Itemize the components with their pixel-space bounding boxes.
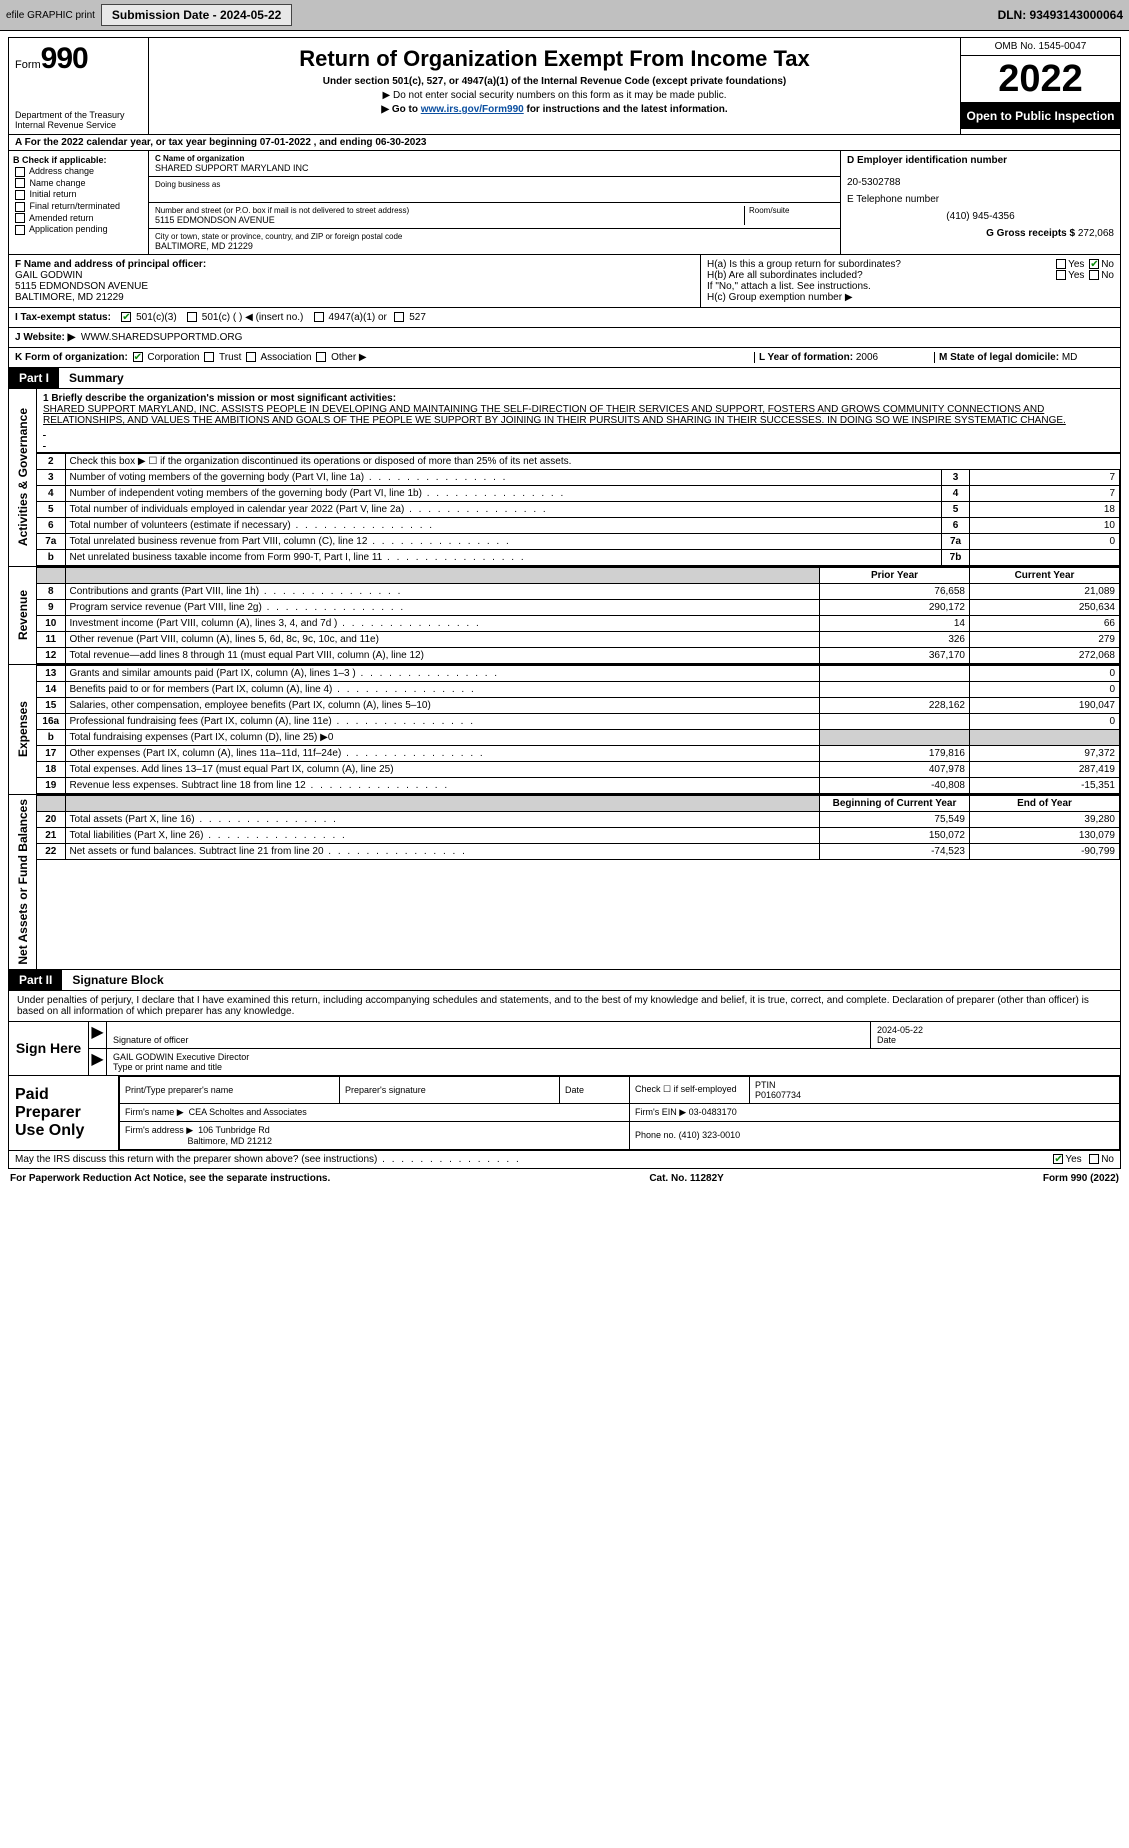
form-ref: Form 990 (2022) [1043,1173,1119,1184]
line7a-value: 0 [970,534,1120,550]
discuss-yes-checkbox[interactable] [1053,1154,1063,1164]
state-domicile: MD [1062,352,1078,363]
form-title: Return of Organization Exempt From Incom… [155,46,954,72]
501c3-checkbox[interactable] [121,312,131,322]
ha-no-checkbox[interactable] [1089,259,1099,269]
net-assets-section: Net Assets or Fund Balances Beginning of… [8,795,1121,970]
dba-label: Doing business as [155,180,834,189]
submission-date-button[interactable]: Submission Date - 2024-05-22 [101,4,292,26]
ein-value: 20-5302788 [847,177,900,188]
part-i-header: Part I Summary [8,368,1121,389]
officer-name-title: GAIL GODWIN Executive Director [113,1052,1114,1062]
line3-value: 7 [970,470,1120,486]
open-inspection: Open to Public Inspection [961,103,1120,129]
initial-return-checkbox[interactable] [15,190,25,200]
sign-here-block: Sign Here ▶ Signature of officer 2024-05… [8,1022,1121,1076]
dln-label: DLN: 93493143000064 [998,8,1123,22]
omb-number: OMB No. 1545-0047 [961,38,1120,56]
city-state-zip: BALTIMORE, MD 21229 [155,241,834,251]
paid-preparer-label: Paid Preparer Use Only [9,1076,119,1150]
arrow-icon: ▶ [89,1022,107,1048]
activities-governance-section: Activities & Governance 1 Briefly descri… [8,389,1121,567]
tax-year: 2022 [961,56,1120,103]
form-subtitle: Under section 501(c), 527, or 4947(a)(1)… [155,76,954,87]
website-row: J Website: ▶ WWW.SHAREDSUPPORTMD.ORG [8,328,1121,348]
revenue-section: Revenue Prior YearCurrent Year 8Contribu… [8,567,1121,665]
arrow-icon: ▶ [89,1049,107,1075]
officer-h-block: F Name and address of principal officer:… [8,255,1121,308]
side-label-governance: Activities & Governance [14,404,32,550]
final-return-checkbox[interactable] [15,202,25,212]
website-value: WWW.SHAREDSUPPORTMD.ORG [81,332,242,343]
discuss-no-checkbox[interactable] [1089,1154,1099,1164]
4947-checkbox[interactable] [314,312,324,322]
footer-line: For Paperwork Reduction Act Notice, see … [8,1169,1121,1188]
gross-receipts: 272,068 [1078,228,1114,239]
other-checkbox[interactable] [316,352,326,362]
side-label-revenue: Revenue [14,586,32,644]
discuss-row: May the IRS discuss this return with the… [8,1151,1121,1169]
side-label-expenses: Expenses [14,697,32,761]
sign-here-label: Sign Here [9,1022,89,1075]
part-ii-header: Part II Signature Block [8,970,1121,991]
line6-value: 10 [970,518,1120,534]
year-formation: 2006 [856,352,878,363]
ha-yes-checkbox[interactable] [1056,259,1066,269]
officer-addr2: BALTIMORE, MD 21229 [15,292,694,303]
top-bar: efile GRAPHIC print Submission Date - 20… [0,0,1129,31]
goto-line: ▶ Go to www.irs.gov/Form990 for instruct… [155,104,954,115]
amended-return-checkbox[interactable] [15,213,25,223]
firm-addr1: 106 Tunbridge Rd [198,1125,270,1135]
form-number: 990 [41,42,88,75]
form-word: Form [15,59,41,71]
side-label-netassets: Net Assets or Fund Balances [14,795,32,969]
form-header: Form990 Department of the Treasury Inter… [8,37,1121,135]
paid-preparer-block: Paid Preparer Use Only Print/Type prepar… [8,1076,1121,1151]
dept-treasury: Department of the Treasury [15,110,142,120]
sign-date: 2024-05-22 [877,1025,1114,1035]
cat-no: Cat. No. 11282Y [649,1173,723,1184]
street-address: 5115 EDMONDSON AVENUE [155,215,744,225]
firm-phone: (410) 323-0010 [679,1130,741,1140]
org-name: SHARED SUPPORT MARYLAND INC [155,163,834,173]
501c-checkbox[interactable] [187,312,197,322]
corp-checkbox[interactable] [133,352,143,362]
application-pending-checkbox[interactable] [15,225,25,235]
entity-block: B Check if applicable: Address change Na… [8,151,1121,255]
expenses-section: Expenses 13Grants and similar amounts pa… [8,665,1121,795]
527-checkbox[interactable] [394,312,404,322]
officer-name: GAIL GODWIN [15,270,694,281]
form-990: Form990 Department of the Treasury Inter… [0,31,1129,1194]
tax-exempt-row: I Tax-exempt status: 501(c)(3) 501(c) ( … [8,308,1121,328]
mission-text: SHARED SUPPORT MARYLAND, INC. ASSISTS PE… [43,404,1114,426]
check-heading: B Check if applicable: [13,155,107,165]
assoc-checkbox[interactable] [246,352,256,362]
firm-name: CEA Scholtes and Associates [189,1107,307,1117]
hb-no-checkbox[interactable] [1089,270,1099,280]
address-change-checkbox[interactable] [15,167,25,177]
line7b-value [970,550,1120,566]
phone-value: (410) 945-4356 [847,211,1114,222]
trust-checkbox[interactable] [204,352,214,362]
ssn-warning: ▶ Do not enter social security numbers o… [155,90,954,101]
efile-label: efile GRAPHIC print [6,10,95,21]
ptin-value: P01607734 [755,1090,801,1100]
officer-addr1: 5115 EDMONDSON AVENUE [15,281,694,292]
irs-label: Internal Revenue Service [15,120,142,130]
form990-link[interactable]: www.irs.gov/Form990 [421,104,524,115]
name-change-checkbox[interactable] [15,178,25,188]
line5-value: 18 [970,502,1120,518]
k-l-m-row: K Form of organization: Corporation Trus… [8,348,1121,368]
firm-ein: 03-0483170 [689,1107,737,1117]
firm-addr2: Baltimore, MD 21212 [188,1136,273,1146]
signature-declaration: Under penalties of perjury, I declare th… [8,991,1121,1022]
row-a-period: A For the 2022 calendar year, or tax yea… [8,135,1121,151]
hb-yes-checkbox[interactable] [1056,270,1066,280]
line4-value: 7 [970,486,1120,502]
